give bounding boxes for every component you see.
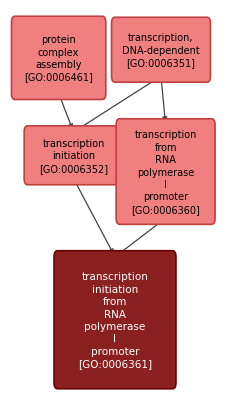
Text: transcription,
DNA-dependent
[GO:0006351]: transcription, DNA-dependent [GO:0006351… — [122, 33, 199, 68]
FancyBboxPatch shape — [54, 251, 175, 389]
Text: transcription
from
RNA
polymerase
I
promoter
[GO:0006360]: transcription from RNA polymerase I prom… — [131, 130, 199, 214]
FancyBboxPatch shape — [111, 18, 210, 83]
FancyBboxPatch shape — [24, 126, 123, 185]
Text: transcription
initiation
from
RNA
polymerase
I
promoter
[GO:0006361]: transcription initiation from RNA polyme… — [78, 272, 151, 368]
FancyBboxPatch shape — [116, 119, 214, 225]
Text: transcription
initiation
[GO:0006352]: transcription initiation [GO:0006352] — [39, 139, 108, 173]
FancyBboxPatch shape — [11, 17, 105, 100]
Text: protein
complex
assembly
[GO:0006461]: protein complex assembly [GO:0006461] — [24, 35, 93, 82]
